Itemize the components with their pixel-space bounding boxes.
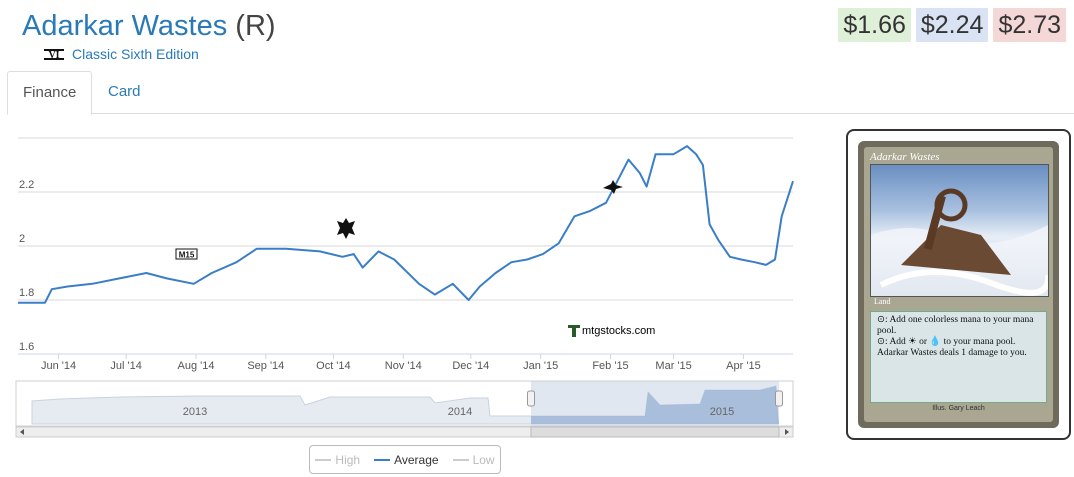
card-rarity: (R) — [235, 10, 276, 42]
navigator-left-handle[interactable] — [527, 390, 535, 407]
set-row: VI Classic Sixth Edition — [44, 46, 199, 62]
sixth-edition-set-icon: VI — [44, 49, 64, 61]
navigator-tick-label: 2013 — [183, 406, 207, 418]
legend-average-line — [374, 458, 391, 461]
x-tick-label: Dec '14 — [452, 360, 489, 372]
x-tick-label: Sep '14 — [247, 360, 284, 372]
card-rules-line-1: ⊙: Add one colorless mana to your mana p… — [877, 315, 1034, 336]
scroll-right-arrow-icon[interactable] — [785, 429, 789, 435]
card-name[interactable]: Adarkar Wastes — [22, 10, 228, 42]
navigator-tick-label: 2015 — [710, 406, 734, 418]
tab-card[interactable]: Card — [108, 83, 141, 100]
watermark: mtgstocks.com — [568, 325, 655, 337]
svg-text:VI: VI — [48, 50, 59, 61]
card-art — [870, 164, 1052, 297]
x-tick-label: Mar '15 — [655, 360, 691, 372]
x-tick-label: Nov '14 — [385, 360, 422, 372]
scrollbar-thumb[interactable] — [530, 426, 780, 438]
y-tick-label: 2 — [19, 233, 25, 245]
x-tick-label: Feb '15 — [592, 360, 628, 372]
price-high: $2.73 — [993, 8, 1066, 42]
card-title: Adarkar Wastes (R) — [22, 8, 276, 44]
x-tick-label: Aug '14 — [177, 360, 214, 372]
price-badges: $1.66 $2.24 $2.73 — [838, 8, 1066, 42]
watermark-text: mtgstocks.com — [582, 325, 656, 337]
khans-set-icon — [337, 218, 355, 239]
y-tick-label: 1.8 — [19, 287, 34, 299]
mtgstocks-logo-icon — [568, 325, 580, 337]
m15-set-icon: M15 — [175, 248, 198, 260]
x-tick-label: Oct '14 — [316, 360, 351, 372]
tab-bar: Finance Card — [7, 71, 1074, 115]
legend-low[interactable]: Low — [452, 452, 495, 467]
card-type-line: Land — [874, 297, 891, 306]
price-average: $2.24 — [915, 8, 989, 42]
x-tick-label: Jul '14 — [110, 360, 141, 372]
legend-high-label: High — [335, 452, 361, 467]
y-tick-label: 2.2 — [19, 179, 34, 191]
card-image-title: Adarkar Wastes — [870, 151, 940, 163]
navigator-right-handle[interactable] — [775, 390, 783, 407]
series-average-line — [18, 145, 794, 304]
legend-average[interactable]: Average — [374, 452, 439, 467]
fate-reforged-set-icon — [603, 180, 623, 194]
card-image-frame[interactable]: Adarkar Wastes Land ⊙: Add one colorless… — [846, 129, 1071, 440]
tab-finance[interactable]: Finance — [7, 71, 93, 115]
price-low: $1.66 — [838, 8, 911, 42]
card-rules-line-2: ⊙: Add ☀ or 💧 to your mana pool. Adarkar… — [877, 337, 1027, 358]
card-image: Adarkar Wastes Land ⊙: Add one colorless… — [858, 141, 1059, 428]
card-art-shipwreck — [871, 188, 1052, 296]
card-rules-text: ⊙: Add one colorless mana to your mana p… — [870, 311, 1047, 403]
x-tick-label: Apr '15 — [726, 360, 761, 372]
card-illustrator: Illus. Gary Leach — [932, 405, 985, 412]
navigator-selected-area — [531, 386, 779, 424]
scroll-left-arrow-icon[interactable] — [20, 429, 24, 435]
navigator-tick-label: 2014 — [448, 406, 472, 418]
x-tick-label: Jun '14 — [41, 360, 76, 372]
x-tick-label: Jan '15 — [523, 360, 558, 372]
legend-high[interactable]: High — [315, 453, 360, 467]
chart-legend: High Average Low — [309, 445, 501, 474]
legend-high-line — [315, 458, 332, 461]
svg-text:M15: M15 — [179, 251, 195, 260]
legend-low-label: Low — [472, 452, 495, 467]
price-chart: 1.6 1.8 2 2.2 Jun '14 Jul '14 Aug '14 Sep '14 Oc… — [15, 137, 794, 438]
legend-average-label: Average — [394, 452, 439, 467]
legend-low-line — [452, 458, 469, 461]
card-inner: Adarkar Wastes Land ⊙: Add one colorless… — [864, 147, 1053, 422]
scrollbar-track[interactable] — [15, 426, 794, 438]
y-tick-label: 1.6 — [19, 341, 34, 353]
set-name-link[interactable]: Classic Sixth Edition — [72, 46, 199, 62]
